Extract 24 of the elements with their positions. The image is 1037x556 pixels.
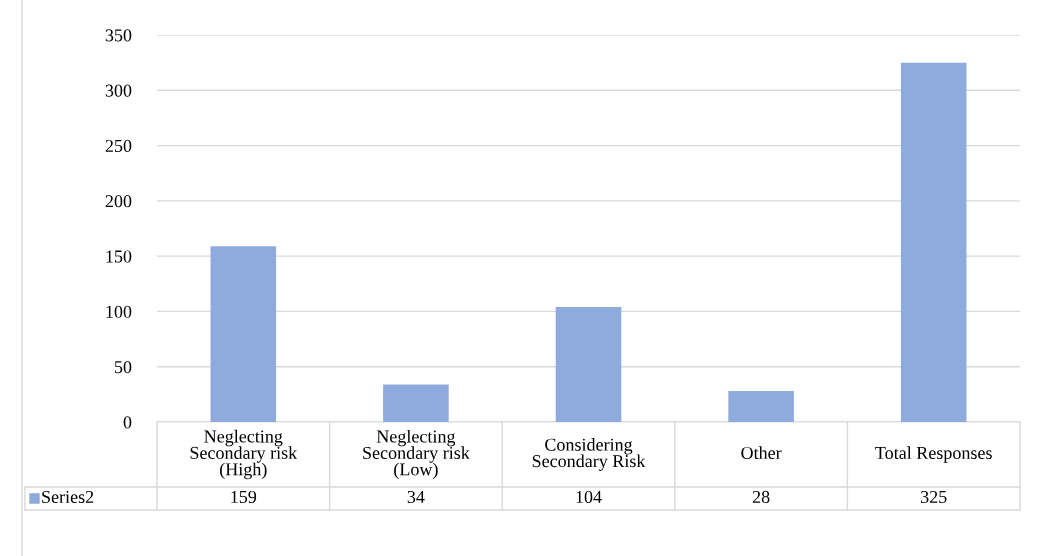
- data-label: 34: [407, 490, 425, 504]
- bar: [555, 307, 622, 422]
- y-tick-label: 350: [105, 29, 132, 42]
- data-label: 159: [231, 490, 257, 504]
- x-tick-label: Neglecting Secondary risk (High): [190, 429, 298, 480]
- y-tick-label: 0: [123, 416, 132, 429]
- y-tick-label: 50: [114, 360, 132, 374]
- x-tick-label: Other: [741, 446, 782, 460]
- y-tick-label: 150: [106, 250, 132, 263]
- y-tick-label: 250: [105, 139, 132, 153]
- data-label: 28: [752, 490, 770, 504]
- legend-label: Series2: [42, 490, 94, 504]
- x-tick-label: Considering Secondary Risk: [532, 438, 646, 471]
- bar: [728, 391, 794, 422]
- bar: [900, 62, 967, 422]
- y-tick-label: 300: [105, 84, 132, 97]
- data-label: 325: [921, 490, 947, 504]
- data-label: 104: [576, 490, 602, 504]
- bar: [210, 246, 277, 422]
- x-tick-label: Total Responses: [875, 446, 992, 463]
- x-tick-label: Neglecting Secondary risk (Low): [363, 429, 470, 480]
- bar: [383, 384, 449, 422]
- y-tick-label: 200: [105, 195, 132, 208]
- y-tick-label: 100: [106, 305, 132, 318]
